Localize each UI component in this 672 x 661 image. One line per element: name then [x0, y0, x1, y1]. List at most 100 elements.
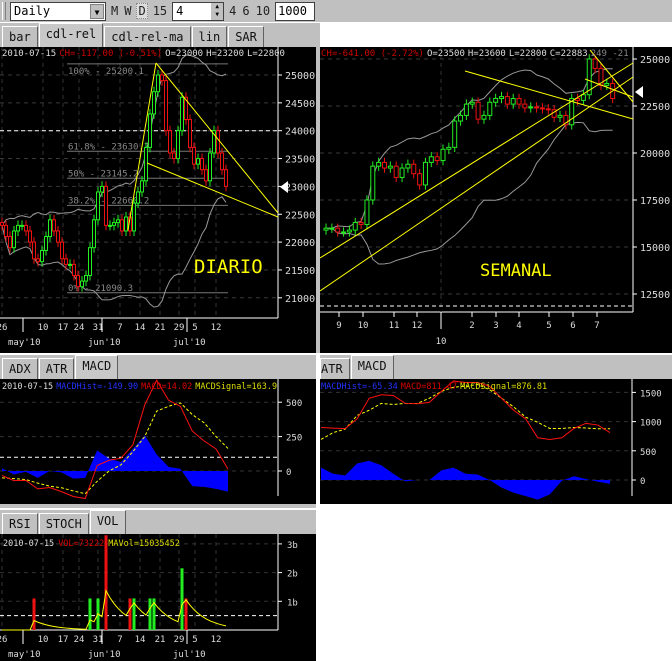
- header-vol-label: VOL=73222: [58, 539, 104, 549]
- chevron-down-icon[interactable]: ▼: [90, 3, 104, 19]
- daily-price-chart[interactable]: 21000 21500 22000 22500 23000 23500 24000 24500…: [0, 47, 316, 353]
- trend-line: [589, 49, 634, 103]
- mavol-line: [2, 589, 227, 631]
- tab-stoch[interactable]: STOCH: [38, 513, 89, 534]
- price-tick-label: 25000: [640, 55, 670, 66]
- header-hist-label: MACDHist=-65.34: [321, 382, 398, 392]
- tab-macd-right[interactable]: MACD: [350, 355, 394, 379]
- candle-body: [72, 263, 76, 277]
- date-tick-label: 4: [516, 321, 521, 331]
- candle-body: [8, 236, 12, 249]
- 15min-button[interactable]: 15: [152, 4, 168, 18]
- candle-body: [100, 185, 104, 193]
- candle-body: [393, 165, 399, 178]
- candle-body: [36, 258, 40, 263]
- candle-body: [28, 230, 32, 243]
- candle-body: [16, 224, 20, 232]
- date-tick-label: 12: [211, 635, 222, 645]
- price-tick-label: 21000: [285, 294, 315, 305]
- value-tick-label: 1500: [640, 389, 662, 399]
- spin-arrows-icon[interactable]: ▲ ▼: [211, 2, 224, 20]
- period-select[interactable]: Daily ▼: [10, 1, 106, 21]
- header-macd-label: MACD=14.02: [141, 382, 192, 392]
- candle-body: [160, 74, 164, 82]
- chart-background: [0, 379, 316, 504]
- candle-body: [422, 161, 428, 186]
- preset-4[interactable]: 4: [229, 4, 237, 18]
- spin-input[interactable]: 4 ▲ ▼: [172, 1, 225, 21]
- toolbar-grip[interactable]: [2, 2, 6, 20]
- candle-body: [504, 96, 510, 105]
- macd-line: [320, 380, 611, 440]
- candle-body: [352, 222, 358, 231]
- tab-cdl-rel[interactable]: cdl-rel: [38, 23, 104, 47]
- date-tick-label: 14: [135, 323, 146, 333]
- header-ch: CH=-641.00 (-2.72%): [321, 49, 424, 59]
- tab-rsi[interactable]: RSI: [2, 513, 38, 534]
- volume-bar: [32, 598, 36, 630]
- current-price-marker-icon: [635, 86, 643, 98]
- date-tick-label: 9: [336, 321, 341, 331]
- price-tick-label: 23000: [285, 182, 315, 193]
- macd-line: [1, 379, 229, 500]
- trend-line: [584, 78, 634, 98]
- tab-adx[interactable]: ADX: [2, 358, 38, 379]
- volume-chart[interactable]: 1b 2b 3b 2010-07-15 VOL=73222 MAVol=15035452 2…: [0, 534, 316, 661]
- tab-vol[interactable]: VOL: [89, 510, 126, 534]
- tab-macd[interactable]: MACD: [75, 355, 119, 379]
- month-label: jul'10: [173, 338, 206, 348]
- tab-cdl-rel-ma[interactable]: cdl-rel-ma: [104, 26, 191, 47]
- date-tick-label: 10: [38, 635, 49, 645]
- tab-lin[interactable]: lin: [191, 26, 228, 47]
- daily-button[interactable]: D: [136, 3, 148, 19]
- date-tick-label: 17: [58, 635, 69, 645]
- weekly-button[interactable]: W: [124, 4, 132, 18]
- fib-label: 61.8% - 23630.2: [68, 142, 149, 152]
- price-tick-label: 23500: [285, 155, 315, 166]
- header-l: L=22800: [509, 49, 547, 59]
- date-tick-label: 31: [93, 635, 104, 645]
- header-h: H=23200: [206, 49, 244, 59]
- value-tick-label: 2b: [287, 570, 298, 580]
- date-tick-label: 5: [192, 323, 197, 333]
- indicator-tabs-right: ATR MACD: [320, 355, 672, 379]
- preset-10[interactable]: 10: [255, 4, 271, 18]
- daily-macd-chart[interactable]: 0 250 500 2010-07-15 MACDHist=-149.90 MACD=14…: [0, 379, 316, 504]
- candle-body: [364, 199, 370, 225]
- candle-body: [200, 158, 204, 171]
- header-o: O=23500: [427, 49, 465, 59]
- tab-sar[interactable]: SAR: [228, 26, 264, 47]
- monthly-button[interactable]: M: [111, 4, 119, 18]
- tab-atr-right[interactable]: ATR: [320, 358, 350, 379]
- candle-body: [387, 165, 393, 169]
- period-value: Daily: [14, 4, 51, 18]
- tab-atr[interactable]: ATR: [38, 358, 75, 379]
- header-o: O=23000: [165, 49, 203, 59]
- candle-body: [204, 169, 208, 182]
- candle-body: [124, 216, 128, 232]
- candle-body: [104, 185, 108, 226]
- preset-6[interactable]: 6: [242, 4, 250, 18]
- fib-label: 50% - 23145.2: [68, 169, 138, 179]
- candle-body: [346, 229, 352, 233]
- candle-body: [80, 280, 84, 288]
- candle-body: [528, 106, 534, 109]
- candle-body: [212, 130, 216, 154]
- candle-body: [156, 74, 160, 93]
- weekly-macd-chart[interactable]: 0 500 1000 1500 MACDHist=-65.34 MACD=811.47 MA…: [320, 379, 672, 504]
- candle-body: [405, 163, 411, 169]
- weekly-price-chart[interactable]: 12500 15000 17500 20000 22500 25000 SEMANAL CH=…: [320, 47, 672, 353]
- value-tick-label: 1000: [640, 419, 662, 429]
- header-date: 2010-07-15: [2, 49, 56, 59]
- bar-count-input[interactable]: 1000: [275, 1, 316, 21]
- candle-body: [196, 158, 200, 165]
- candle-body: [84, 275, 88, 282]
- header-mavol-label: MAVol=15035452: [108, 539, 180, 549]
- candle-body: [144, 146, 148, 182]
- bollinger-upper: [1, 54, 227, 226]
- tab-bar[interactable]: bar: [2, 26, 38, 47]
- date-tick-label: 21: [155, 323, 166, 333]
- candle-body: [487, 101, 493, 116]
- candle-body: [68, 263, 72, 266]
- trend-line: [320, 62, 634, 259]
